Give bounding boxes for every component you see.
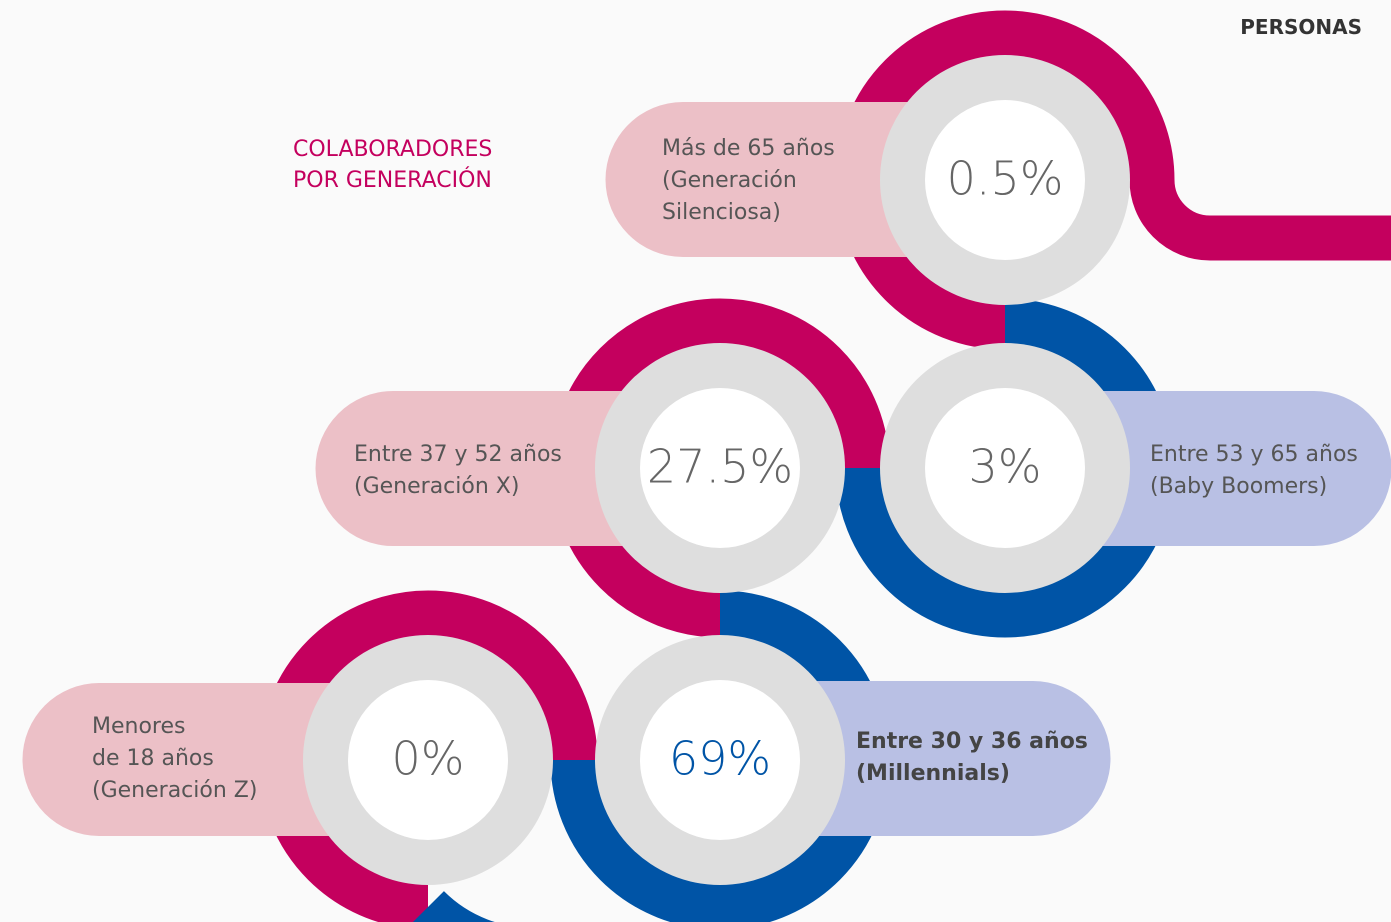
label: Más de 65 años [662, 136, 835, 161]
title: POR GENERACIÓN [293, 167, 492, 193]
ring [428, 907, 540, 922]
label: Silenciosa) [662, 200, 781, 225]
label: Menores [92, 714, 185, 739]
label: Entre 53 y 65 años [1150, 442, 1358, 467]
infographic: PERSONAS COLABORADORES POR GENERACIÓN 0.… [0, 0, 1391, 922]
label: Entre 30 y 36 años [856, 729, 1088, 754]
label: de 18 años [92, 746, 214, 771]
percent: 0% [392, 732, 465, 786]
label: (Generación [662, 168, 797, 193]
label: Entre 37 y 52 años [354, 442, 562, 467]
section-label: PERSONAS [1240, 15, 1362, 39]
label: (Millennials) [856, 761, 1010, 786]
percent: 27.5% [647, 440, 793, 494]
title: COLABORADORES [293, 137, 492, 162]
percent: 0.5% [947, 152, 1064, 206]
label: (Generación X) [354, 474, 519, 499]
label: (Baby Boomers) [1150, 474, 1327, 499]
label: (Generación Z) [92, 778, 257, 803]
percent: 69% [669, 732, 771, 786]
percent: 3% [969, 440, 1042, 494]
